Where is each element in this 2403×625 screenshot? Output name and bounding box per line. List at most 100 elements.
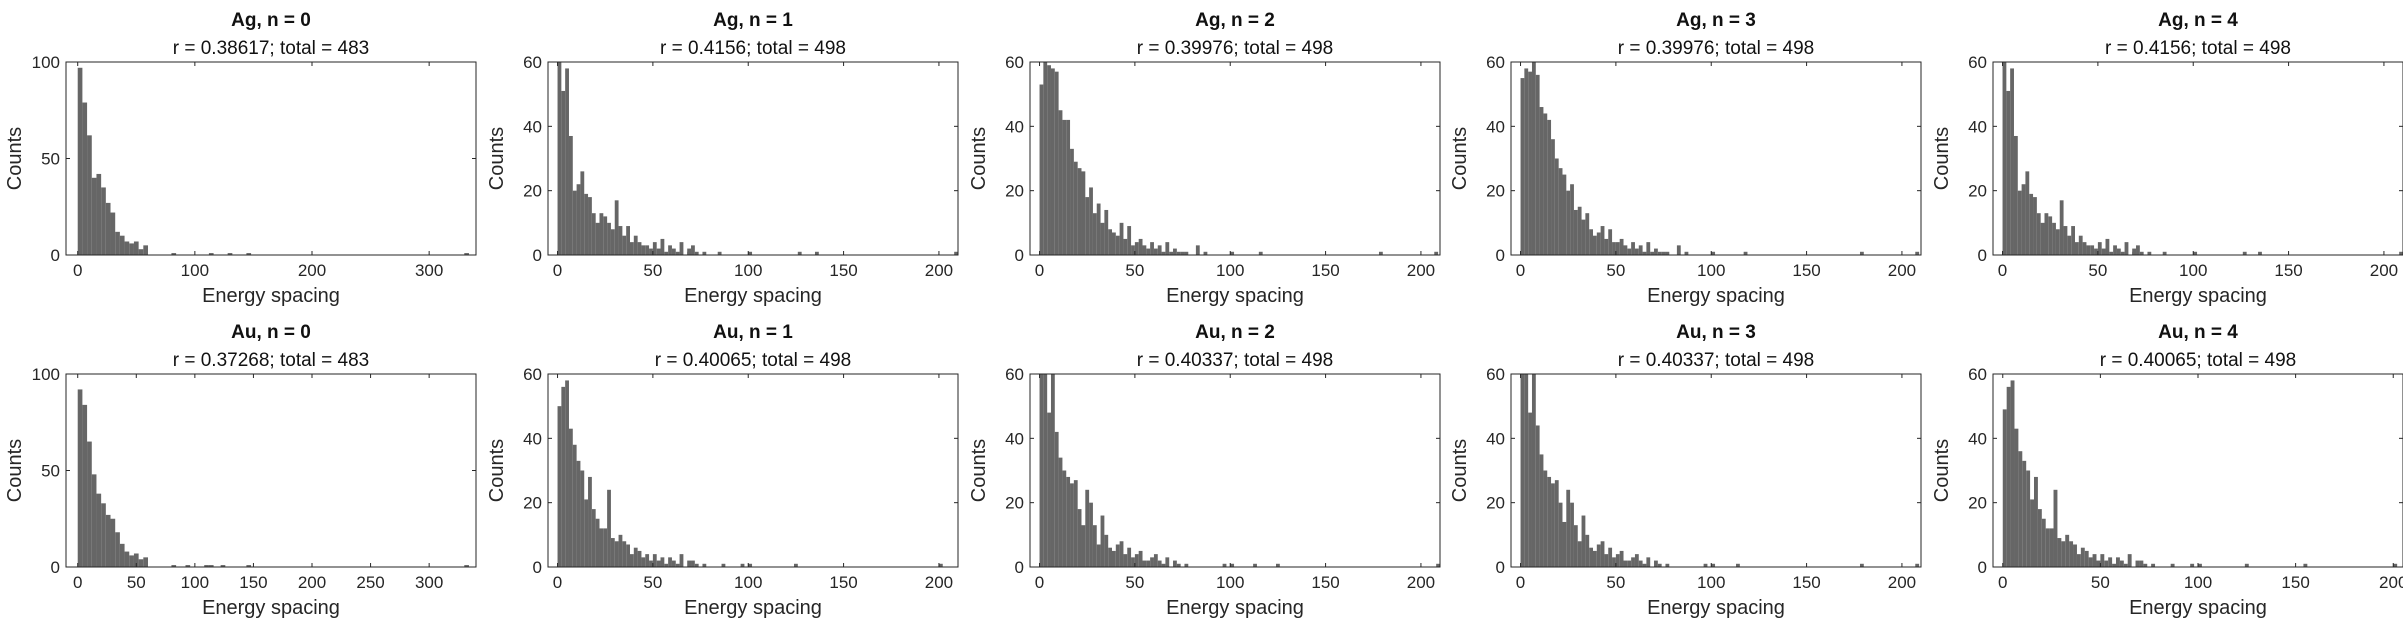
histogram-bar	[1593, 235, 1597, 255]
histogram-bar	[1570, 184, 1574, 255]
histogram-bar	[1600, 541, 1605, 567]
histogram-bar	[1085, 197, 1090, 255]
histogram-bar	[1066, 119, 1071, 256]
histogram-bar	[1634, 248, 1639, 255]
panel-subtitle: r = 0.4156; total = 498	[660, 38, 846, 59]
bars	[557, 62, 958, 255]
histogram-bar	[626, 226, 630, 255]
histogram-bar	[129, 243, 134, 255]
histogram-bar	[1276, 563, 1280, 567]
histogram-bar	[649, 248, 653, 255]
histogram-bar	[1165, 557, 1170, 567]
histogram-bar	[1112, 550, 1116, 567]
histogram-bar	[1573, 209, 1578, 255]
x-axis-label: Energy spacing	[1647, 597, 1785, 619]
histogram-bar	[591, 509, 596, 567]
histogram-bar	[1134, 554, 1139, 567]
histogram-bar	[1230, 251, 1235, 255]
histogram-bar	[1222, 563, 1227, 567]
histogram-bar	[1612, 242, 1616, 255]
histogram-bar	[565, 380, 569, 567]
histogram-bar	[2135, 560, 2140, 567]
histogram-bar	[561, 386, 566, 567]
histogram-bar	[91, 177, 97, 255]
histogram-bar	[2097, 242, 2102, 255]
histogram-bar	[1073, 161, 1078, 255]
histogram-bar	[1638, 245, 1643, 255]
histogram-bar	[664, 251, 669, 255]
panel-subtitle: r = 0.37268; total = 483	[173, 350, 370, 371]
histogram-bar	[2112, 563, 2116, 567]
histogram-bar	[2006, 386, 2011, 567]
histogram-bar	[2193, 251, 2198, 255]
x-tick-label: 200	[2379, 573, 2403, 592]
histogram-bar	[1703, 563, 1708, 567]
histogram-bar	[1638, 560, 1643, 567]
x-axis-label: Energy spacing	[1647, 285, 1785, 307]
histogram-panel: Au, n = 2 r = 0.40337; total = 498 0 50 100 1…	[968, 322, 1441, 619]
x-tick-label: 150	[2274, 261, 2302, 280]
histogram-bar	[599, 213, 604, 255]
histogram-bar	[1654, 560, 1658, 567]
histogram-bar	[2086, 245, 2091, 255]
y-tick-label: 60	[1968, 53, 1987, 72]
histogram-bar	[1150, 557, 1154, 567]
y-axis-label: Counts	[968, 439, 990, 502]
histogram-bar	[1623, 245, 1628, 255]
y-axis-label: Counts	[4, 127, 26, 190]
y-axis-label: Counts	[968, 127, 990, 190]
histogram-bar	[588, 197, 592, 255]
histogram-bar	[671, 248, 676, 255]
histogram-bar	[1657, 563, 1662, 567]
histogram-bar	[105, 202, 111, 255]
histogram-bar	[1134, 242, 1139, 255]
panel-subtitle: r = 0.4156; total = 498	[2105, 38, 2291, 59]
x-tick-label: 100	[2184, 573, 2212, 592]
histogram-bar	[1142, 560, 1147, 567]
histogram-bar	[2041, 518, 2046, 567]
bars	[1039, 62, 1439, 256]
axes-box	[1510, 373, 1922, 568]
x-tick-label: 50	[2091, 573, 2110, 592]
y-axis-label: Counts	[1931, 127, 1953, 190]
histogram-bar	[1520, 374, 1525, 567]
histogram-bar	[2055, 229, 2060, 255]
histogram-bar	[2036, 213, 2041, 255]
histogram-bar	[2147, 251, 2152, 255]
histogram-panel: Au, n = 4 r = 0.40065; total = 498 0 50 100 1…	[1931, 322, 2403, 619]
axes-box	[1510, 61, 1922, 256]
panel-title: Ag, n = 3	[1676, 10, 1756, 31]
histogram-bar	[1058, 457, 1063, 567]
histogram-bar	[2080, 547, 2085, 567]
histogram-bar	[652, 554, 657, 567]
histogram-bar	[1161, 563, 1166, 567]
y-tick-label: 20	[523, 182, 542, 201]
panel-title: Au, n = 2	[1195, 322, 1275, 343]
x-axis-label: Energy spacing	[684, 597, 822, 619]
histogram-bar	[246, 565, 252, 567]
histogram-bar	[1539, 107, 1544, 256]
histogram-bar	[2090, 245, 2095, 255]
histogram-bar	[2053, 489, 2058, 567]
histogram-bar	[717, 251, 722, 255]
histogram-bar	[610, 229, 615, 255]
histogram-bar	[607, 222, 611, 255]
histogram-bar	[2059, 200, 2064, 255]
x-tick-label: 200	[925, 573, 953, 592]
x-tick-label: 150	[1311, 573, 1339, 592]
x-tick-label: 100	[734, 261, 762, 280]
x-tick-label: 150	[2281, 573, 2309, 592]
y-tick-label: 20	[1968, 182, 1987, 201]
histogram-bar	[1915, 563, 1920, 567]
histogram-bar	[1539, 454, 1544, 567]
histogram-bar	[1062, 119, 1067, 256]
histogram-bar	[1528, 412, 1532, 567]
x-tick-label: 0	[553, 573, 562, 592]
histogram-bar	[2071, 226, 2075, 255]
histogram-bar	[1623, 560, 1628, 567]
axes-box	[65, 61, 477, 256]
histogram-bar	[1528, 71, 1532, 256]
histogram-bar	[2006, 90, 2011, 255]
histogram-bar	[1600, 226, 1605, 255]
histogram-bar	[115, 231, 120, 255]
